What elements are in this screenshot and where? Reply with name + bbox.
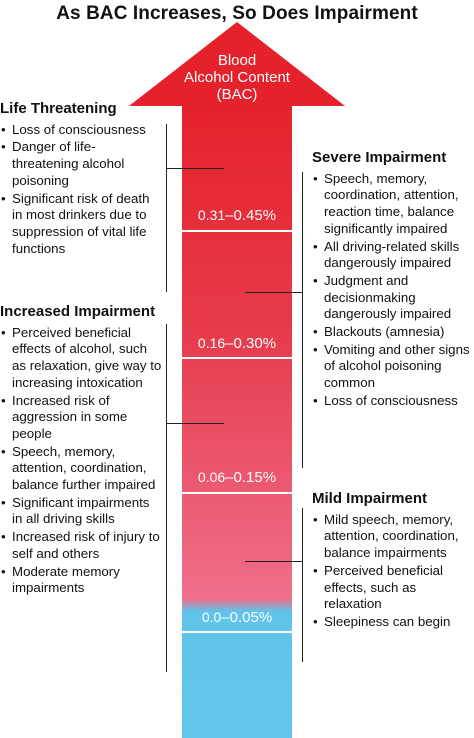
range-3-end: 0.05% (229, 609, 273, 626)
range-divider (182, 492, 292, 494)
list-item: All driving-related skills dangerously i… (312, 239, 472, 272)
section-life-threatening: Life Threatening Loss of consciousness D… (0, 100, 160, 258)
list-item: Sleepiness can begin (312, 614, 472, 631)
connector-severe-tick (245, 292, 302, 293)
list-item: Vomiting and other signs of alcohol pois… (312, 342, 472, 392)
list-item: Increased risk of injury to self and oth… (0, 529, 162, 562)
arrow-head (129, 22, 345, 106)
range-3-separator: – (221, 609, 230, 626)
list-item: Loss of consciousness (0, 122, 160, 139)
connector-life-threatening (166, 124, 167, 292)
section-heading: Life Threatening (0, 100, 117, 117)
range-divider (182, 357, 292, 359)
range-2-start: 0.06 (197, 469, 226, 485)
connector-increased (166, 324, 167, 672)
arrow-shaft (182, 105, 292, 738)
section-severe-impairment: Severe Impairment Speech, memory, coordi… (312, 149, 472, 411)
list-item: Judgment and decisionmaking dangerously … (312, 273, 472, 323)
range-label-1: 0.16–0.30% (182, 335, 292, 352)
list-item: Speech, memory, coordination, attention,… (312, 171, 472, 238)
connector-severe (302, 172, 303, 468)
list-item: Perceived beneficial effects, such as re… (312, 563, 472, 613)
list-item: Significant risk of death in most drinke… (0, 191, 160, 258)
range-label-3: 0.0–0.05% (182, 609, 292, 626)
range-0-start: 0.31 (197, 207, 226, 223)
list-item: Speech, memory, attention, coordination,… (0, 444, 162, 494)
range-divider (182, 631, 292, 633)
list-item: Increased risk of aggression in some peo… (0, 393, 162, 443)
arrow-label-line-1: Blood (217, 52, 257, 69)
list-item: Moderate memory impairments (0, 564, 162, 597)
list-item: Danger of life-threatening alcohol poiso… (0, 139, 160, 189)
page-title: As BAC Increases, So Does Impairment (56, 3, 418, 24)
connector-mild (302, 508, 303, 662)
range-label-2: 0.06–0.15% (182, 469, 292, 486)
section-heading: Increased Impairment (0, 303, 156, 320)
section-heading: Mild Impairment (312, 490, 428, 507)
section-mild-impairment: Mild Impairment Mild speech, memory, att… (312, 490, 472, 632)
range-2-separator: – (225, 469, 234, 486)
arrow-label: Blood Alcohol Content (BAC) (137, 52, 337, 103)
range-divider (182, 230, 292, 232)
list-item: Loss of consciousness (312, 393, 472, 410)
range-0-end: 0.45% (233, 207, 277, 224)
section-heading: Severe Impairment (312, 149, 447, 166)
range-1-separator: – (225, 335, 234, 352)
list-item: Mild speech, memory, attention, coordina… (312, 512, 472, 562)
connector-mild-tick (245, 561, 302, 562)
list-item: Perceived beneficial effects of alcohol,… (0, 325, 162, 392)
range-3-start: 0.0 (201, 609, 222, 625)
arrow-label-line-2: Alcohol Content (184, 69, 290, 86)
range-label-0: 0.31–0.45% (182, 207, 292, 224)
list-item: Significant impairments in all driving s… (0, 495, 162, 528)
range-1-start: 0.16 (197, 335, 226, 351)
connector-increased-tick (166, 423, 224, 424)
range-2-end: 0.15% (233, 469, 277, 486)
connector-life-threatening-tick (166, 168, 224, 169)
range-1-end: 0.30% (233, 335, 277, 352)
range-0-separator: – (225, 207, 234, 224)
section-increased-impairment: Increased Impairment Perceived beneficia… (0, 303, 162, 598)
arrow-label-line-3: (BAC) (216, 86, 258, 103)
list-item: Blackouts (amnesia) (312, 324, 472, 341)
